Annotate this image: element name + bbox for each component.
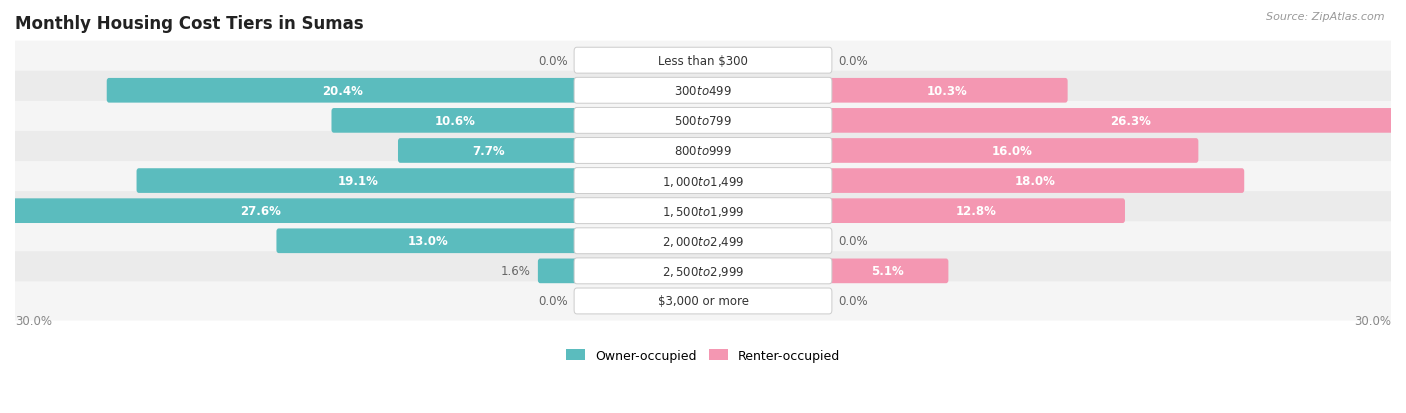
FancyBboxPatch shape xyxy=(11,71,1395,111)
Text: $800 to $999: $800 to $999 xyxy=(673,145,733,158)
Text: 30.0%: 30.0% xyxy=(15,314,52,327)
Text: Monthly Housing Cost Tiers in Sumas: Monthly Housing Cost Tiers in Sumas xyxy=(15,15,364,33)
FancyBboxPatch shape xyxy=(0,199,579,223)
FancyBboxPatch shape xyxy=(11,192,1395,231)
FancyBboxPatch shape xyxy=(136,169,579,193)
Text: 0.0%: 0.0% xyxy=(838,295,868,308)
FancyBboxPatch shape xyxy=(827,199,1125,223)
FancyBboxPatch shape xyxy=(11,282,1395,321)
FancyBboxPatch shape xyxy=(827,169,1244,193)
Text: $2,000 to $2,499: $2,000 to $2,499 xyxy=(662,234,744,248)
FancyBboxPatch shape xyxy=(574,258,832,284)
Text: $300 to $499: $300 to $499 xyxy=(673,85,733,97)
Text: 30.0%: 30.0% xyxy=(1354,314,1391,327)
Legend: Owner-occupied, Renter-occupied: Owner-occupied, Renter-occupied xyxy=(561,344,845,367)
Text: 1.6%: 1.6% xyxy=(501,265,531,278)
FancyBboxPatch shape xyxy=(574,228,832,254)
FancyBboxPatch shape xyxy=(332,109,579,133)
FancyBboxPatch shape xyxy=(11,132,1395,171)
FancyBboxPatch shape xyxy=(11,161,1395,201)
FancyBboxPatch shape xyxy=(277,229,579,254)
Text: 0.0%: 0.0% xyxy=(538,55,568,67)
Text: 19.1%: 19.1% xyxy=(337,175,378,188)
Text: 0.0%: 0.0% xyxy=(838,235,868,248)
FancyBboxPatch shape xyxy=(574,48,832,74)
FancyBboxPatch shape xyxy=(398,139,579,164)
FancyBboxPatch shape xyxy=(574,78,832,104)
Text: 26.3%: 26.3% xyxy=(1111,114,1152,128)
Text: 27.6%: 27.6% xyxy=(240,205,281,218)
Text: 13.0%: 13.0% xyxy=(408,235,449,248)
FancyBboxPatch shape xyxy=(827,139,1198,164)
FancyBboxPatch shape xyxy=(574,168,832,194)
FancyBboxPatch shape xyxy=(11,222,1395,261)
Text: 18.0%: 18.0% xyxy=(1015,175,1056,188)
Text: 7.7%: 7.7% xyxy=(472,145,505,158)
Text: 0.0%: 0.0% xyxy=(838,55,868,67)
Text: 16.0%: 16.0% xyxy=(993,145,1033,158)
Text: 20.4%: 20.4% xyxy=(322,85,363,97)
FancyBboxPatch shape xyxy=(538,259,579,283)
Text: 10.3%: 10.3% xyxy=(927,85,967,97)
Text: 0.0%: 0.0% xyxy=(538,295,568,308)
Text: $3,000 or more: $3,000 or more xyxy=(658,295,748,308)
Text: 12.8%: 12.8% xyxy=(956,205,997,218)
Text: $2,500 to $2,999: $2,500 to $2,999 xyxy=(662,264,744,278)
FancyBboxPatch shape xyxy=(827,259,949,283)
FancyBboxPatch shape xyxy=(11,102,1395,140)
Text: Source: ZipAtlas.com: Source: ZipAtlas.com xyxy=(1267,12,1385,22)
FancyBboxPatch shape xyxy=(827,109,1406,133)
FancyBboxPatch shape xyxy=(11,42,1395,81)
FancyBboxPatch shape xyxy=(11,252,1395,291)
FancyBboxPatch shape xyxy=(827,79,1067,103)
FancyBboxPatch shape xyxy=(574,198,832,224)
FancyBboxPatch shape xyxy=(574,108,832,134)
Text: $500 to $799: $500 to $799 xyxy=(673,114,733,128)
Text: Less than $300: Less than $300 xyxy=(658,55,748,67)
FancyBboxPatch shape xyxy=(107,79,579,103)
Text: $1,000 to $1,499: $1,000 to $1,499 xyxy=(662,174,744,188)
Text: $1,500 to $1,999: $1,500 to $1,999 xyxy=(662,204,744,218)
FancyBboxPatch shape xyxy=(574,288,832,314)
FancyBboxPatch shape xyxy=(574,138,832,164)
Text: 10.6%: 10.6% xyxy=(434,114,475,128)
Text: 5.1%: 5.1% xyxy=(872,265,904,278)
